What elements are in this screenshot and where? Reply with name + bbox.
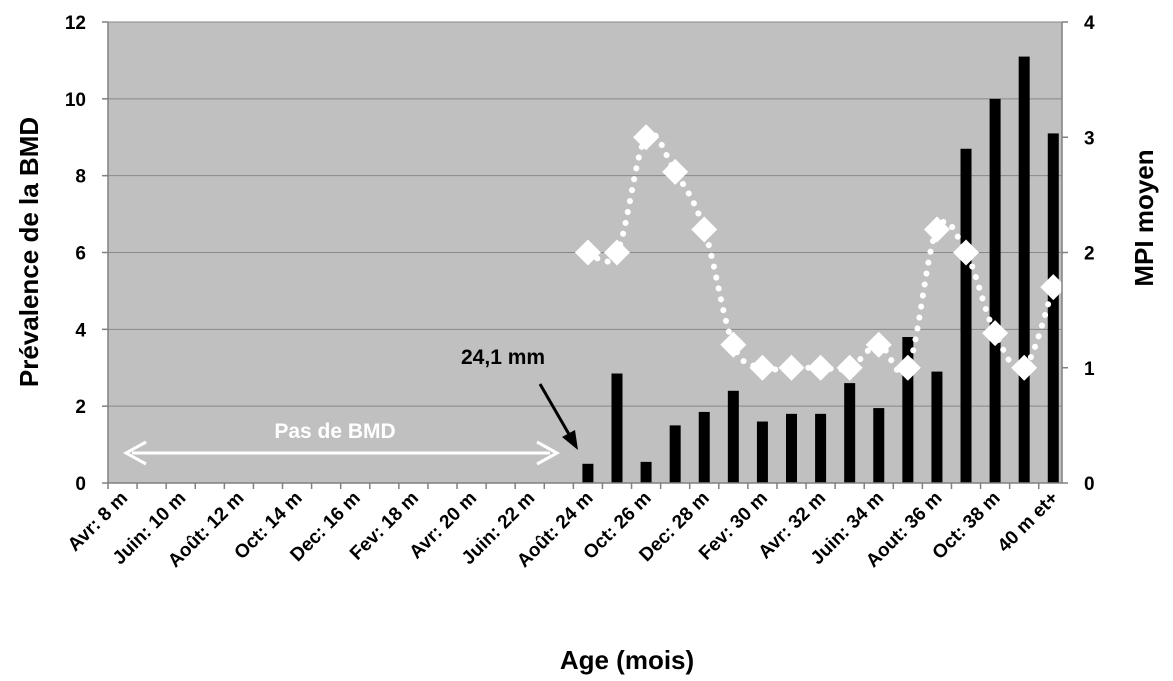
bar [727,390,739,483]
y-tick-label: 0 [75,474,86,495]
line-point [603,239,630,266]
line-point [720,331,747,358]
bar [989,98,1001,483]
line-point [982,320,1009,347]
line-point [1040,274,1067,301]
annotation-measure: 24,1 mm [461,346,545,369]
y-tick-label: 2 [75,397,86,418]
bar [931,371,943,483]
x-tick-label: 40 m et+ [994,488,1063,557]
annotations: 24,1 mm Pas de BMD [122,346,578,466]
line-point [836,354,863,381]
line-point [1011,354,1038,381]
line-point [749,354,776,381]
annotation-arrow-shaft [538,383,572,437]
left-axis-ticks: 0 2 4 6 8 10 12 [65,13,108,495]
y2-axis-title: MPI moyen [1129,149,1159,286]
bar-series [582,56,1059,484]
bar [1047,133,1059,484]
line-series [574,124,1067,381]
bar [640,461,652,483]
y2-tick-label: 2 [1084,244,1095,265]
annotation-arrow-head [562,430,578,450]
y2-tick-label: 4 [1084,13,1095,34]
y2-tick-label: 1 [1084,359,1095,380]
line-point [923,216,950,243]
line-point [807,354,834,381]
y-tick-label: 10 [65,90,86,111]
annotation-no-bmd: Pas de BMD [274,420,395,443]
bar [611,373,623,483]
line-point [953,239,980,266]
annotation-range-left-head [122,440,147,466]
bar [582,463,594,483]
bar [960,148,972,483]
bar [844,383,856,483]
bar [698,411,710,483]
line-point [691,216,718,243]
y-tick-label: 12 [65,13,86,34]
y-tick-label: 4 [75,320,86,341]
line-point [894,354,921,381]
bar [815,413,827,483]
line-point [633,124,660,151]
x-axis-title: Age (mois) [560,645,694,675]
bar [873,408,885,483]
y2-tick-label: 3 [1084,128,1095,149]
annotation-range-right-head [536,440,561,466]
y-tick-label: 8 [75,167,86,188]
bar [669,425,681,483]
bar [1018,56,1030,483]
line-point [778,354,805,381]
line-point [662,158,689,185]
y-tick-label: 6 [75,244,86,265]
right-axis-ticks: 0 1 2 3 4 [1062,13,1095,495]
y-axis-title: Prévalence de la BMD [14,117,44,387]
bar [786,413,798,483]
bar [902,337,914,483]
line-point [865,331,892,358]
line-point [574,239,601,266]
y2-tick-label: 0 [1084,474,1095,495]
bar [756,421,768,483]
